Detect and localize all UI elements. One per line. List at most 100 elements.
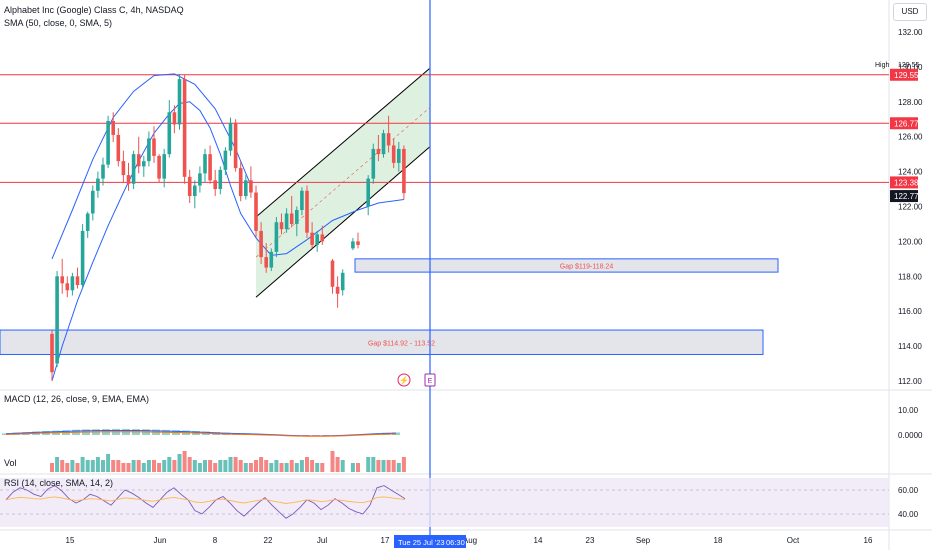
time-axis-tick: 16 bbox=[864, 536, 873, 545]
candle-body[interactable] bbox=[402, 149, 406, 193]
sma-indicator-label[interactable]: SMA (50, close, 0, SMA, 5) bbox=[4, 18, 112, 28]
volume-bar bbox=[218, 460, 222, 472]
candle-body[interactable] bbox=[66, 283, 70, 290]
candle-body[interactable] bbox=[366, 179, 370, 207]
candle-body[interactable] bbox=[219, 170, 223, 189]
candle-body[interactable] bbox=[96, 179, 100, 191]
candle-body[interactable] bbox=[50, 334, 54, 372]
candle-body[interactable] bbox=[193, 186, 197, 196]
candle-body[interactable] bbox=[295, 210, 299, 224]
candle-body[interactable] bbox=[331, 261, 335, 287]
candle-body[interactable] bbox=[101, 165, 105, 179]
candle-body[interactable] bbox=[280, 222, 284, 229]
candle-body[interactable] bbox=[198, 173, 202, 185]
candle-body[interactable] bbox=[106, 121, 110, 165]
price-axis-tick: 128.00 bbox=[898, 98, 923, 107]
candle-body[interactable] bbox=[229, 123, 233, 151]
candle-body[interactable] bbox=[259, 231, 263, 257]
candle-body[interactable] bbox=[55, 276, 59, 363]
candle-body[interactable] bbox=[60, 276, 64, 283]
candle-body[interactable] bbox=[122, 161, 126, 175]
candle-body[interactable] bbox=[351, 241, 355, 248]
candle-body[interactable] bbox=[310, 233, 314, 245]
candle-body[interactable] bbox=[382, 133, 386, 154]
volume-bar bbox=[55, 457, 59, 472]
candle-body[interactable] bbox=[315, 234, 319, 244]
volume-bar bbox=[382, 460, 386, 472]
candle-body[interactable] bbox=[173, 112, 177, 124]
candle-body[interactable] bbox=[76, 276, 80, 285]
candle-body[interactable] bbox=[147, 138, 151, 161]
candle-body[interactable] bbox=[234, 123, 238, 168]
volume-bar bbox=[178, 454, 182, 472]
candle-body[interactable] bbox=[254, 193, 258, 231]
volume-bar bbox=[229, 457, 233, 472]
candle-body[interactable] bbox=[305, 191, 309, 233]
candle-body[interactable] bbox=[117, 135, 121, 161]
candle-body[interactable] bbox=[290, 213, 294, 223]
volume-bar bbox=[351, 463, 355, 472]
candle-body[interactable] bbox=[372, 149, 376, 179]
candle-body[interactable] bbox=[127, 175, 131, 184]
candle-body[interactable] bbox=[341, 273, 345, 290]
volume-bar bbox=[116, 460, 120, 472]
price-label-text: 122.77 bbox=[894, 192, 919, 201]
candle-body[interactable] bbox=[392, 145, 396, 162]
candle-body[interactable] bbox=[336, 287, 340, 294]
macd-axis-tick: 10.00 bbox=[898, 406, 919, 415]
candle-body[interactable] bbox=[270, 252, 274, 268]
candle-body[interactable] bbox=[86, 213, 90, 230]
candle-body[interactable] bbox=[300, 191, 304, 210]
candle-body[interactable] bbox=[168, 112, 172, 154]
candle-body[interactable] bbox=[152, 138, 156, 155]
macd-indicator-label[interactable]: MACD (12, 26, close, 9, EMA, EMA) bbox=[4, 394, 149, 404]
candle-body[interactable] bbox=[244, 180, 248, 196]
candle-body[interactable] bbox=[387, 133, 391, 145]
candle-body[interactable] bbox=[81, 231, 85, 285]
price-axis-tick: 114.00 bbox=[898, 342, 922, 351]
candle-body[interactable] bbox=[321, 234, 325, 241]
candle-body[interactable] bbox=[213, 180, 217, 189]
candle-body[interactable] bbox=[239, 168, 243, 196]
price-axis-tick: 132.00 bbox=[898, 28, 923, 37]
candle-body[interactable] bbox=[162, 154, 166, 178]
candle-body[interactable] bbox=[285, 213, 289, 229]
candle-body[interactable] bbox=[203, 154, 207, 173]
candle-body[interactable] bbox=[224, 151, 228, 170]
price-axis-tick: 118.00 bbox=[898, 272, 922, 281]
candle-body[interactable] bbox=[157, 156, 161, 179]
volume-bar bbox=[132, 460, 136, 472]
candle-body[interactable] bbox=[183, 79, 187, 177]
volume-bar bbox=[70, 460, 74, 472]
candle-body[interactable] bbox=[111, 121, 115, 135]
candle-body[interactable] bbox=[91, 191, 95, 214]
candle-body[interactable] bbox=[178, 79, 182, 124]
volume-bar bbox=[376, 460, 380, 472]
rsi-indicator-label[interactable]: RSI (14, close, SMA, 14, 2) bbox=[4, 478, 113, 488]
candle-body[interactable] bbox=[377, 149, 381, 154]
candle-body[interactable] bbox=[208, 154, 212, 180]
candle-body[interactable] bbox=[264, 257, 268, 267]
candle-body[interactable] bbox=[356, 241, 360, 244]
volume-bar bbox=[315, 463, 319, 472]
candle-body[interactable] bbox=[188, 177, 192, 196]
volume-bar bbox=[254, 460, 258, 472]
time-axis-tick: 8 bbox=[213, 536, 218, 545]
candle-body[interactable] bbox=[275, 222, 279, 252]
candle-body[interactable] bbox=[142, 161, 146, 166]
candle-body[interactable] bbox=[137, 154, 141, 166]
candle-body[interactable] bbox=[71, 276, 75, 290]
candle-body[interactable] bbox=[249, 180, 253, 192]
currency-button[interactable]: USD bbox=[893, 3, 927, 21]
volume-bar bbox=[320, 463, 324, 472]
volume-label[interactable]: Vol bbox=[4, 458, 17, 468]
volume-bar bbox=[96, 457, 100, 472]
price-axis-tick: 116.00 bbox=[898, 307, 922, 316]
volume-bar bbox=[137, 460, 141, 472]
volume-bar bbox=[259, 457, 263, 472]
candle-body[interactable] bbox=[132, 154, 136, 184]
candle-body[interactable] bbox=[397, 149, 401, 163]
volume-bar bbox=[142, 463, 146, 472]
